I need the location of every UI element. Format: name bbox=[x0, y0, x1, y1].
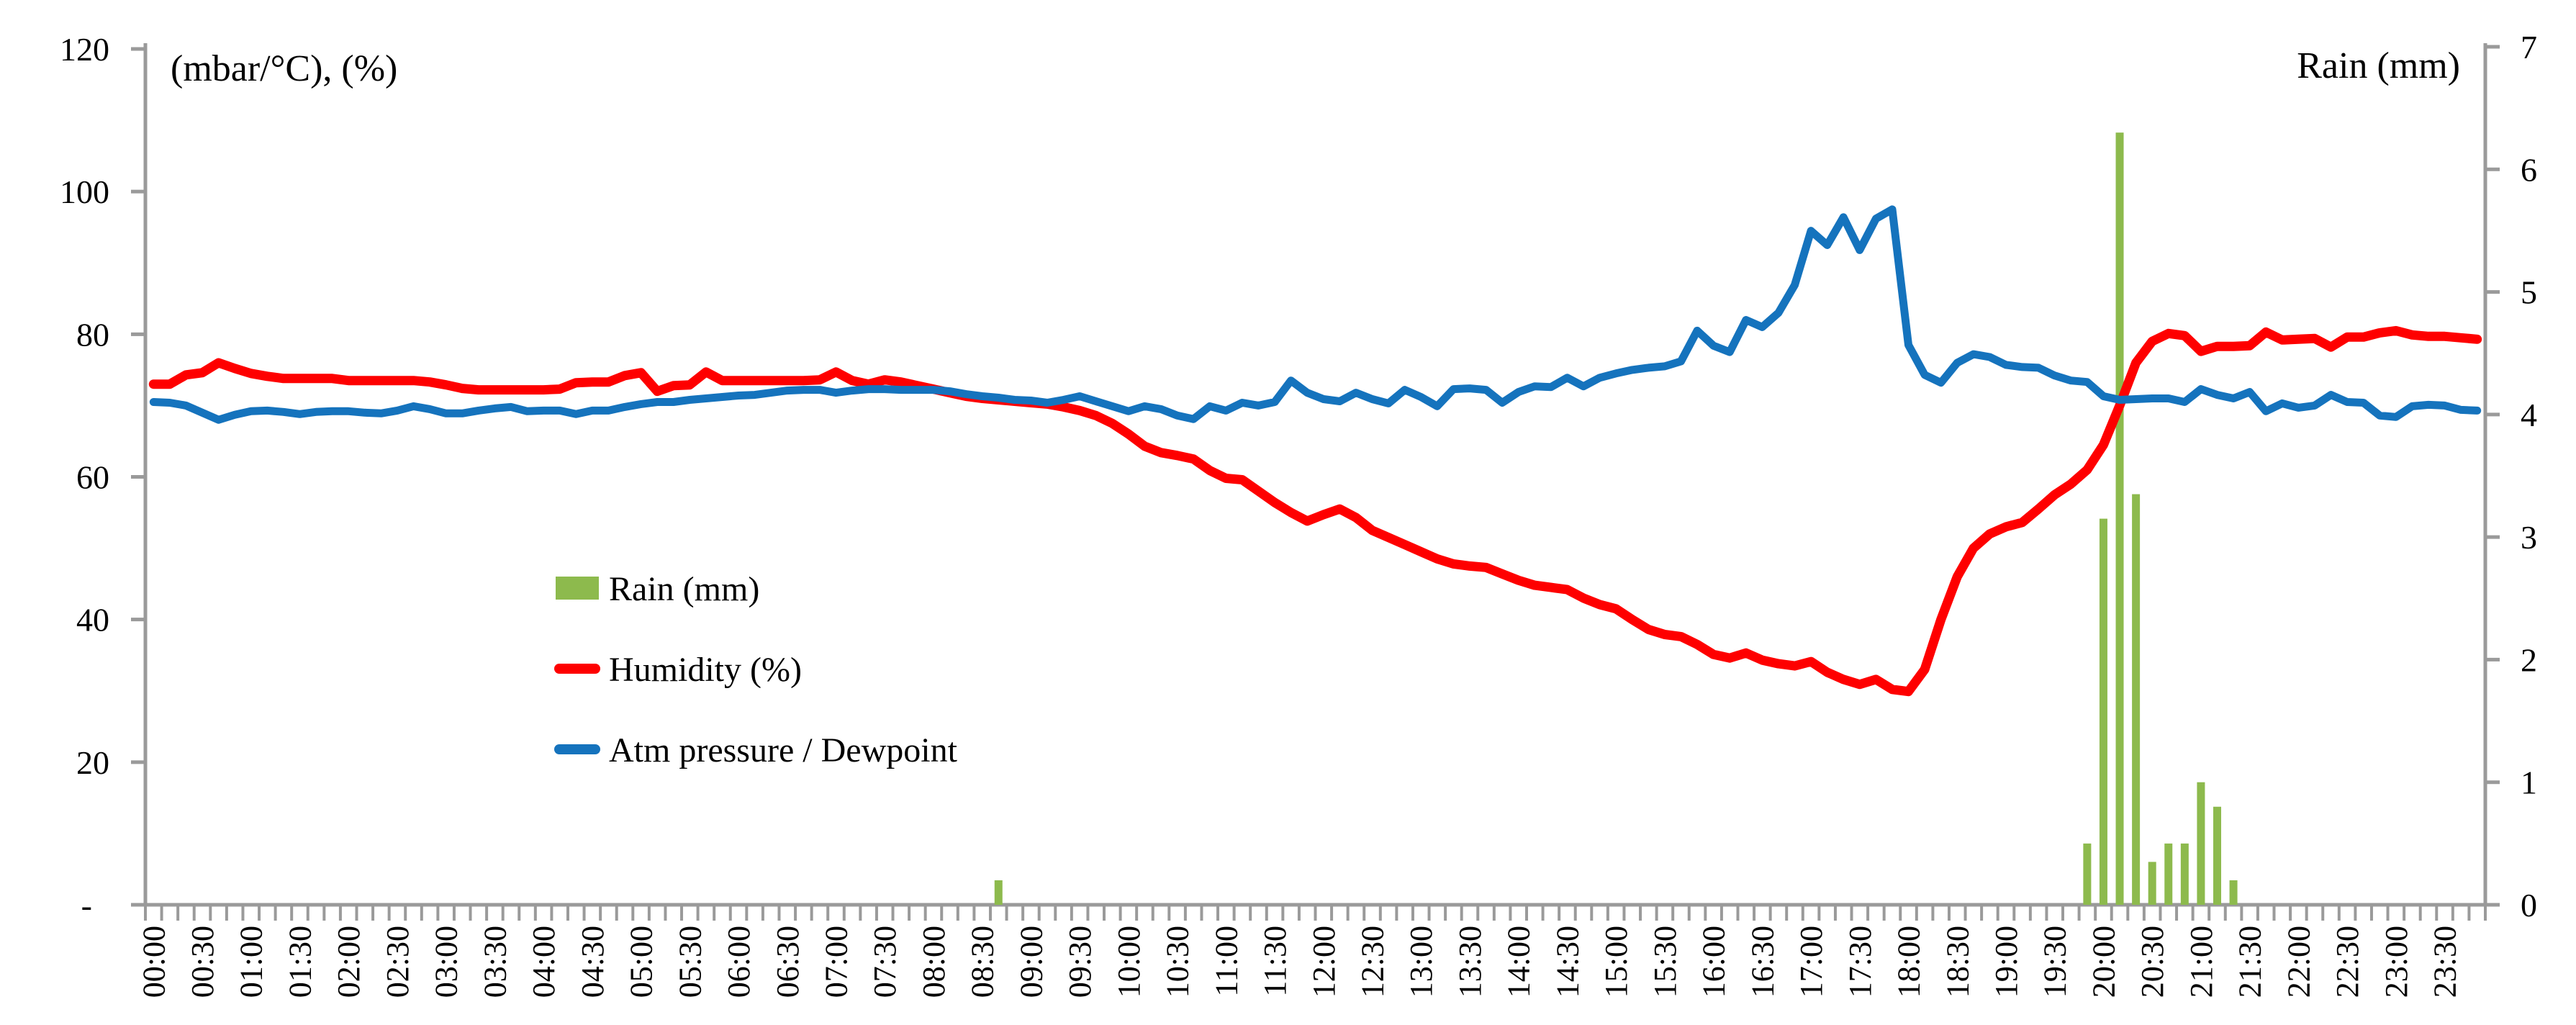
legend-label: Rain (mm) bbox=[609, 570, 759, 608]
x-axis-label: 22:30 bbox=[2330, 926, 2365, 998]
x-axis-label: 05:00 bbox=[624, 926, 659, 998]
rain-bar bbox=[2099, 518, 2107, 905]
x-axis-label: 19:30 bbox=[2038, 926, 2073, 998]
left-axis-tick-label: 120 bbox=[60, 31, 109, 68]
x-axis-label: 21:00 bbox=[2184, 926, 2219, 998]
rain-bar bbox=[2229, 880, 2238, 905]
x-axis-label: 09:00 bbox=[1013, 926, 1049, 998]
x-axis-label: 20:30 bbox=[2135, 926, 2170, 998]
x-axis-label: 17:00 bbox=[1794, 926, 1829, 998]
rain-bar bbox=[2115, 132, 2124, 906]
x-axis-label: 11:30 bbox=[1257, 926, 1293, 997]
rain-bar bbox=[2197, 782, 2205, 905]
humidity-line bbox=[148, 325, 2482, 697]
x-axis-label: 14:30 bbox=[1550, 926, 1585, 998]
x-axis-label: 15:00 bbox=[1599, 926, 1634, 998]
legend-swatch-line bbox=[554, 664, 600, 674]
x-axis-label: 04:30 bbox=[575, 926, 610, 998]
right-axis-tick-label: 5 bbox=[2521, 274, 2537, 311]
rain-bar bbox=[2213, 806, 2221, 905]
x-axis-label: 12:30 bbox=[1355, 926, 1391, 998]
x-axis-label: 19:00 bbox=[1989, 926, 2024, 998]
x-axis-label: 03:00 bbox=[429, 926, 464, 998]
x-axis-label: 05:30 bbox=[672, 926, 708, 998]
right-axis-title: Rain (mm) bbox=[2297, 45, 2460, 86]
left-axis-title: (mbar/°C), (%) bbox=[171, 48, 397, 89]
x-axis-label: 15:30 bbox=[1648, 926, 1683, 998]
right-axis-tick-label: 4 bbox=[2521, 397, 2537, 433]
x-axis-label: 14:00 bbox=[1501, 926, 1537, 998]
rain-bar bbox=[2132, 494, 2141, 905]
x-axis-label: 17:30 bbox=[1843, 926, 1878, 998]
left-axis-tick-label: 100 bbox=[60, 173, 109, 210]
x-axis-label: 23:00 bbox=[2379, 926, 2414, 998]
x-axis-label: 18:30 bbox=[1940, 926, 1975, 998]
x-axis-label: 03:30 bbox=[477, 926, 512, 998]
x-axis-label: 10:00 bbox=[1111, 926, 1147, 998]
x-axis-label: 01:00 bbox=[234, 926, 269, 998]
rain-bar bbox=[2164, 843, 2173, 905]
right-axis-tick-label: 1 bbox=[2521, 764, 2537, 801]
pressure-dewpoint-line bbox=[149, 205, 2482, 424]
right-axis-tick-label: 0 bbox=[2521, 887, 2537, 924]
x-axis-label: 12:00 bbox=[1306, 926, 1342, 998]
x-axis-label: 04:00 bbox=[526, 926, 561, 998]
x-axis-label: 07:00 bbox=[818, 926, 854, 998]
x-axis-label: 20:00 bbox=[2086, 926, 2121, 998]
right-axis-tick-label: 6 bbox=[2521, 151, 2537, 188]
x-axis-label: 21:30 bbox=[2233, 926, 2268, 998]
x-axis-label: 07:30 bbox=[867, 926, 903, 998]
legend-swatch-line bbox=[554, 744, 600, 754]
left-axis-tick-label: 40 bbox=[76, 602, 109, 638]
rain-bar bbox=[2180, 843, 2189, 905]
rain-bar bbox=[994, 880, 1003, 905]
legend-label: Atm pressure / Dewpoint bbox=[609, 731, 958, 769]
left-axis-tick-label: 60 bbox=[76, 459, 109, 496]
x-axis-label: 08:30 bbox=[965, 926, 1000, 998]
x-axis-label: 23:30 bbox=[2428, 926, 2463, 998]
left-axis-tick-label: 20 bbox=[76, 744, 109, 781]
x-axis-label: 00:00 bbox=[136, 926, 171, 998]
x-axis-label: 13:00 bbox=[1404, 926, 1439, 998]
legend-item: Rain (mm) bbox=[556, 570, 759, 608]
legend-label: Humidity (%) bbox=[609, 651, 802, 689]
series-layer bbox=[148, 132, 2482, 906]
rain-bar bbox=[2148, 862, 2156, 905]
left-axis-tick-label: - bbox=[81, 887, 92, 924]
x-axis-label: 16:30 bbox=[1745, 926, 1780, 998]
right-axis-tick-label: 2 bbox=[2521, 641, 2537, 678]
x-axis-label: 11:00 bbox=[1208, 926, 1244, 997]
x-axis-label: 02:00 bbox=[331, 926, 366, 998]
x-axis-label: 09:30 bbox=[1062, 926, 1098, 998]
right-axis-tick-label: 3 bbox=[2521, 519, 2537, 556]
x-axis-label: 02:30 bbox=[380, 926, 415, 998]
x-axis-label: 13:30 bbox=[1452, 926, 1488, 998]
x-axis-label: 08:00 bbox=[916, 926, 952, 998]
x-axis-label: 00:30 bbox=[185, 926, 220, 998]
left-axis-tick-label: 80 bbox=[76, 316, 109, 353]
x-axis-label: 22:00 bbox=[2281, 926, 2316, 998]
legend: Rain (mm) Humidity (%) Atm pressure / Dewp… bbox=[554, 570, 958, 769]
x-axis-label: 16:00 bbox=[1696, 926, 1732, 998]
x-axis-label: 06:00 bbox=[721, 926, 756, 998]
legend-item: Humidity (%) bbox=[554, 651, 802, 689]
x-axis-label: 10:30 bbox=[1160, 926, 1196, 998]
right-axis-tick-label: 7 bbox=[2521, 29, 2537, 66]
rain-bar bbox=[2083, 843, 2092, 905]
axes-layer: 120 100 80 60 40 20 - 7 6 5 4 3 2 1 0 00:00 00:30 01:00 01… bbox=[60, 29, 2537, 998]
x-axis-label: 06:30 bbox=[770, 926, 805, 998]
legend-swatch-bar bbox=[556, 577, 599, 600]
x-axis-label: 01:30 bbox=[282, 926, 317, 998]
legend-item: Atm pressure / Dewpoint bbox=[554, 731, 958, 769]
x-axis-label: 18:00 bbox=[1892, 926, 1927, 998]
